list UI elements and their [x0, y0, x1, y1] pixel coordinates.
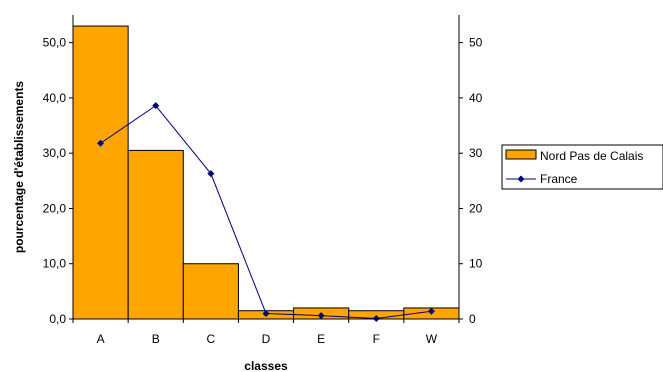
left-tick-label: 10,0 — [43, 257, 67, 271]
x-tick-label: C — [207, 332, 216, 346]
bar-A — [72, 25, 129, 320]
x-tick-label: F — [373, 332, 380, 346]
right-tick-label: 50 — [469, 36, 483, 50]
left-tick-label: 40,0 — [43, 91, 67, 105]
legend-label-france: France — [540, 172, 578, 186]
right-ticks: 0 10 20 30 40 50 — [459, 36, 483, 326]
left-tick-label: 30,0 — [43, 146, 67, 160]
point-france-C — [207, 170, 215, 178]
bar-B — [127, 149, 184, 320]
legend: Nord Pas de Calais France — [501, 144, 663, 190]
right-tick-label: 10 — [469, 257, 483, 271]
x-tick-label: E — [317, 332, 325, 346]
legend-label-nord: Nord Pas de Calais — [540, 149, 643, 163]
bar-C — [182, 263, 239, 320]
right-tick-label: 30 — [469, 146, 483, 160]
x-tick-label: B — [152, 332, 160, 346]
left-ticks: 0,0 10,0 20,0 30,0 40,0 50,0 — [43, 36, 73, 326]
right-tick-label: 0 — [469, 312, 476, 326]
point-france-B — [152, 102, 160, 110]
point-france-D — [262, 309, 270, 317]
bars-layer — [72, 25, 460, 320]
x-axis-title: classes — [244, 359, 288, 372]
legend-swatch-bar — [505, 149, 537, 160]
point-france-A — [97, 139, 105, 147]
x-tick-label: W — [426, 332, 438, 346]
left-tick-label: 50,0 — [43, 36, 67, 50]
point-france-W — [427, 307, 435, 315]
line-layer — [97, 102, 435, 322]
point-france-E — [317, 312, 325, 320]
left-tick-label: 0,0 — [49, 312, 66, 326]
right-tick-label: 20 — [469, 201, 483, 215]
x-tick-label: D — [262, 332, 271, 346]
y-axis-title: pourcentage d'établissements — [12, 81, 26, 254]
left-tick-label: 20,0 — [43, 201, 67, 215]
legend-box — [501, 144, 663, 190]
right-tick-label: 40 — [469, 91, 483, 105]
point-france-F — [372, 314, 380, 322]
legend-marker-diamond — [517, 175, 525, 183]
x-tick-label: A — [97, 332, 105, 346]
